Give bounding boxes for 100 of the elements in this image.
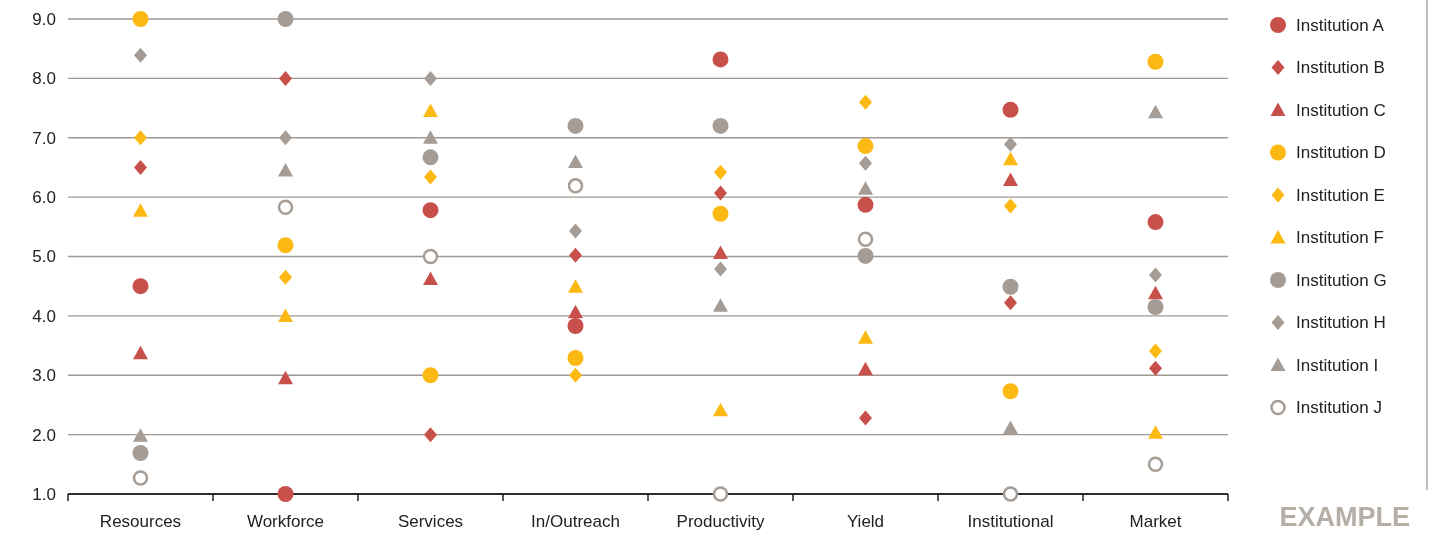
point <box>567 178 584 194</box>
point <box>712 486 729 502</box>
x-tick-label: In/Outreach <box>531 512 620 531</box>
point <box>712 51 729 68</box>
legend-label: Institution B <box>1296 58 1385 78</box>
point <box>1149 343 1162 359</box>
point <box>858 330 873 344</box>
point <box>568 279 583 293</box>
y-tick-label: 6.0 <box>32 188 56 208</box>
point <box>422 248 439 265</box>
point <box>712 117 729 134</box>
point <box>132 11 149 27</box>
point <box>859 410 872 426</box>
x-tick-label: Yield <box>846 512 885 531</box>
y-tick-label: 7.0 <box>32 128 56 148</box>
point <box>278 370 293 385</box>
point <box>857 138 874 155</box>
point <box>132 445 149 462</box>
point <box>1147 298 1164 315</box>
y-tick-label: 5.0 <box>32 247 56 267</box>
x-tick-label: Services <box>397 512 464 531</box>
point <box>1003 151 1018 166</box>
point <box>1148 104 1163 119</box>
y-tick-label: 4.0 <box>32 306 56 326</box>
point <box>424 427 437 443</box>
point <box>423 271 438 286</box>
point <box>567 317 584 334</box>
legend-label: Institution F <box>1296 228 1384 248</box>
point <box>567 117 584 134</box>
point <box>1147 53 1164 70</box>
point <box>713 402 728 417</box>
point <box>277 11 294 27</box>
legend-label: Institution E <box>1296 185 1385 205</box>
point <box>859 94 872 110</box>
point <box>712 205 729 222</box>
point <box>857 247 874 264</box>
point <box>858 361 873 376</box>
point <box>422 367 439 384</box>
point <box>132 470 149 486</box>
point <box>1147 456 1164 473</box>
point <box>133 428 148 442</box>
point <box>1003 420 1018 435</box>
y-tick-label: 8.0 <box>32 69 56 89</box>
point <box>278 308 293 322</box>
point <box>713 245 728 259</box>
point <box>713 298 728 312</box>
legend-label: Institution I <box>1296 355 1379 375</box>
y-tick-label: 2.0 <box>32 425 56 445</box>
x-tick-label: Market <box>1129 512 1182 531</box>
point <box>714 261 727 277</box>
point <box>1002 278 1019 295</box>
legend-label: Institution C <box>1296 100 1386 120</box>
point <box>134 159 147 175</box>
legend-label: Institution H <box>1296 313 1386 333</box>
y-tick-label: 1.0 <box>32 484 56 504</box>
point <box>279 130 292 146</box>
legend-label: Institution A <box>1296 15 1385 35</box>
point <box>857 196 874 213</box>
point <box>1148 425 1163 439</box>
point <box>1004 136 1017 152</box>
point <box>424 169 437 185</box>
point <box>424 70 437 86</box>
point <box>422 202 439 219</box>
point <box>278 162 293 177</box>
point <box>279 269 292 285</box>
point <box>277 486 294 502</box>
point <box>714 185 727 201</box>
point <box>1004 198 1017 214</box>
text: EXAMPLE <box>1279 502 1410 532</box>
point <box>1149 360 1162 376</box>
point <box>134 47 147 63</box>
x-tick-label: Workforce <box>246 512 325 531</box>
point <box>133 203 148 217</box>
point <box>1002 486 1019 502</box>
point <box>567 350 584 367</box>
point <box>568 304 583 319</box>
x-tick-label: Institutional <box>967 512 1054 531</box>
point <box>277 199 294 215</box>
point <box>1148 285 1163 300</box>
legend-label: Institution G <box>1296 270 1387 290</box>
point <box>423 130 438 144</box>
point <box>134 130 147 146</box>
point <box>1002 383 1019 400</box>
point <box>1003 172 1018 186</box>
point <box>569 367 582 383</box>
legend-label: Institution D <box>1296 143 1386 163</box>
point <box>568 154 583 169</box>
point <box>279 70 292 86</box>
point <box>1004 295 1017 311</box>
point <box>569 247 582 263</box>
point <box>857 231 874 248</box>
point <box>859 155 872 171</box>
point <box>277 237 294 254</box>
point <box>423 103 438 118</box>
point <box>714 164 727 180</box>
x-tick-label: Productivity <box>676 512 765 531</box>
point <box>132 278 149 295</box>
y-tick-label: 3.0 <box>32 366 56 386</box>
point <box>422 149 439 166</box>
x-tick-label: Resources <box>99 512 182 531</box>
